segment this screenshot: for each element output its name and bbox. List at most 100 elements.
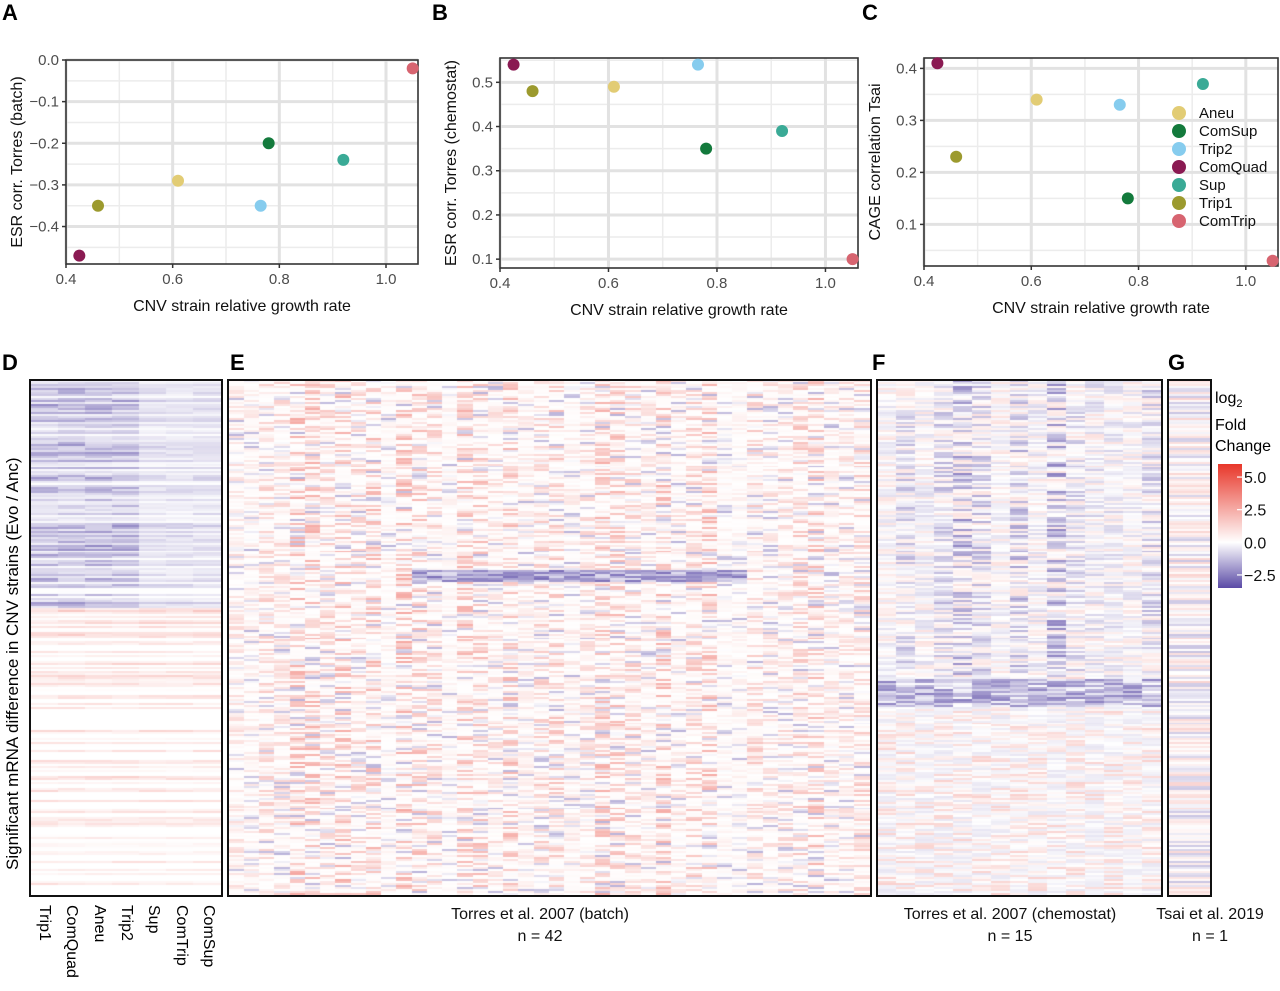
legend-key-sup (1172, 178, 1186, 192)
y-axis-label: ESR corr. Torres (batch) (9, 76, 26, 247)
heatmap-e (227, 379, 872, 897)
legend-label-trip2: Trip2 (1199, 141, 1233, 158)
heatmap-g (1167, 379, 1212, 897)
x-tick-label: 0.6 (598, 275, 619, 292)
panel-label-g: G (1168, 350, 1186, 375)
panel-label-a: A (2, 0, 18, 25)
point-comtrip (846, 253, 859, 266)
x-tick-label: 0.4 (490, 275, 511, 292)
heatmap-d-column-label: ComSup (199, 905, 217, 968)
y-tick-label: 0.2 (472, 207, 493, 224)
plot-border (65, 59, 419, 265)
y-tick-label: 0.1 (896, 216, 917, 233)
legend-label-sup: Sup (1199, 177, 1226, 194)
caption-g-n: n = 1 (1191, 928, 1229, 945)
scatter-plot-a: 0.4 0.6 0.8 1.0 0.0 −0.1 −0.2 −0.3 −0.4 CNV strai… (9, 52, 419, 315)
caption-f-n: n = 15 (987, 928, 1033, 945)
colorbar-tick-label: 5.0 (1244, 470, 1266, 487)
y-tick-label: 0.5 (472, 74, 493, 91)
colorbar-title-change: Change (1215, 438, 1272, 456)
point-comsup (700, 142, 713, 155)
y-tick-label: 0.4 (472, 119, 493, 136)
heatmap-d (29, 379, 223, 897)
heatmap-d-column-label: Aneu (90, 905, 108, 943)
legend-key-aneu (1172, 106, 1186, 120)
y-tick-label: 0.0 (38, 52, 59, 69)
colorbar-tick-label: −2.5 (1244, 568, 1276, 585)
point-aneu (1030, 93, 1043, 106)
colorbar-tick-label: 2.5 (1244, 503, 1266, 520)
y-tick-label: 0.3 (472, 163, 493, 180)
colorbar-title-log: log (1215, 390, 1237, 407)
point-comquad (931, 57, 944, 70)
y-tick-label: 0.4 (896, 60, 917, 77)
colorbar-tick-label: 0.0 (1244, 535, 1266, 552)
heatmap-e-caption: Torres et al. 2007 (batch) n = 42 (380, 904, 700, 948)
x-tick-label: 0.8 (269, 271, 290, 288)
x-tick-label: 0.4 (914, 273, 935, 290)
colorbar-title: log2 Fold Change (1215, 388, 1271, 457)
colorbar: 5.0 2.5 0.0 −2.5 (1218, 464, 1276, 588)
x-tick-label: 0.6 (162, 271, 183, 288)
point-aneu (607, 80, 620, 93)
point-comquad (507, 58, 520, 71)
heatmap-d-column-label: ComTrip (172, 905, 190, 966)
legend-label-aneu: Aneu (1199, 105, 1234, 122)
point-trip2 (1113, 98, 1126, 111)
caption-e-n: n = 42 (517, 928, 563, 945)
x-tick-label: 0.8 (707, 275, 728, 292)
colorbar-title-sub: 2 (1236, 398, 1243, 411)
legend-key-trip1 (1172, 196, 1186, 210)
point-aneu (172, 174, 184, 187)
x-tick-label: 0.6 (1021, 273, 1042, 290)
legend-label-comtrip: ComTrip (1199, 213, 1256, 230)
scatter-plot-b: 0.4 0.6 0.8 1.0 0.1 0.2 0.3 0.4 0.5 CNV strain re… (443, 57, 859, 319)
plot-border (499, 57, 859, 269)
heatmap-d-ylabel: Significant mRNA difference in CNV strai… (3, 457, 22, 870)
point-comtrip (406, 62, 419, 75)
legend-key-comsup (1172, 124, 1186, 138)
heatmap-g-caption: Tsai et al. 2019 n = 1 (1140, 904, 1280, 948)
point-comsup (262, 137, 275, 150)
point-comsup (1121, 192, 1134, 205)
x-tick-label: 0.8 (1128, 273, 1149, 290)
legend-key-comquad (1172, 160, 1186, 174)
point-trip1 (92, 199, 104, 212)
legend-label-comsup: ComSup (1199, 123, 1257, 140)
y-tick-label: −0.2 (29, 135, 59, 152)
point-comquad (73, 249, 86, 262)
y-tick-label: −0.4 (29, 219, 59, 236)
caption-e-title: Torres et al. 2007 (batch) (451, 906, 629, 923)
panel-label-e: E (230, 350, 245, 375)
point-trip1 (950, 150, 963, 163)
plot-background (66, 60, 418, 264)
panel-label-c: C (862, 0, 878, 25)
panel-label-b: B (432, 0, 448, 25)
colorbar-gradient (1218, 464, 1242, 588)
plot-background (924, 58, 1278, 266)
heatmap-d-column-label: Trip2 (117, 905, 135, 941)
heatmap-d-column-label: Trip1 (36, 905, 53, 941)
x-axis-label: CNV strain relative growth rate (133, 298, 351, 315)
plot-background (500, 58, 858, 268)
point-trip2 (254, 199, 267, 212)
point-trip2 (691, 58, 704, 71)
panel-label-d: D (2, 350, 18, 375)
legend-key-comtrip (1172, 214, 1186, 228)
plot-border (923, 57, 1279, 267)
scatter-plot-c: 0.4 0.6 0.8 1.0 0.1 0.2 0.3 0.4 CNV strain relat… (867, 57, 1279, 317)
heatmap-d-column-label: Sup (145, 905, 163, 934)
x-axis-label: CNV strain relative growth rate (992, 300, 1210, 317)
x-axis-label: CNV strain relative growth rate (570, 302, 788, 319)
y-axis-label: ESR corr. Torres (chemostat) (443, 60, 460, 266)
point-comtrip (1266, 254, 1279, 267)
legend-key-trip2 (1172, 142, 1186, 156)
legend-label-comquad: ComQuad (1199, 159, 1267, 176)
x-tick-label: 1.0 (376, 271, 397, 288)
heatmap-f-caption: Torres et al. 2007 (chemostat) n = 15 (870, 904, 1150, 948)
y-tick-label: 0.1 (472, 251, 493, 268)
legend-label-trip1: Trip1 (1199, 195, 1233, 212)
point-sup (1196, 78, 1209, 90)
heatmap-f (876, 379, 1163, 897)
point-trip1 (526, 85, 539, 98)
